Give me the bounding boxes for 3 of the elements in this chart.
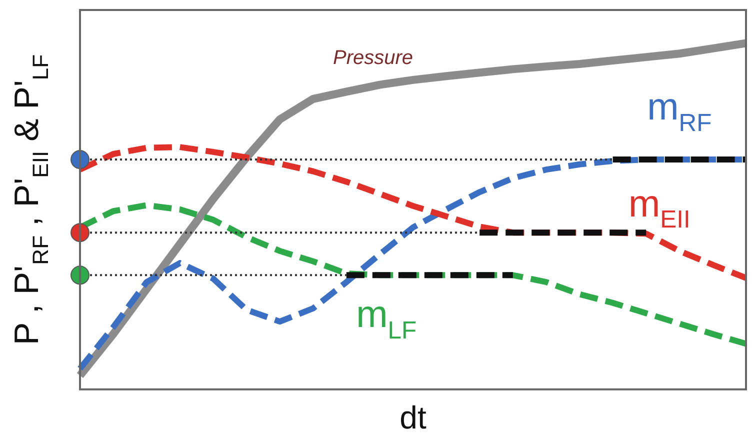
y-axis-title: P , P'RF , P'EII & P'LF bbox=[8, 54, 54, 346]
series-label: Pressure bbox=[333, 47, 414, 69]
x-axis-title: dt bbox=[400, 400, 426, 436]
